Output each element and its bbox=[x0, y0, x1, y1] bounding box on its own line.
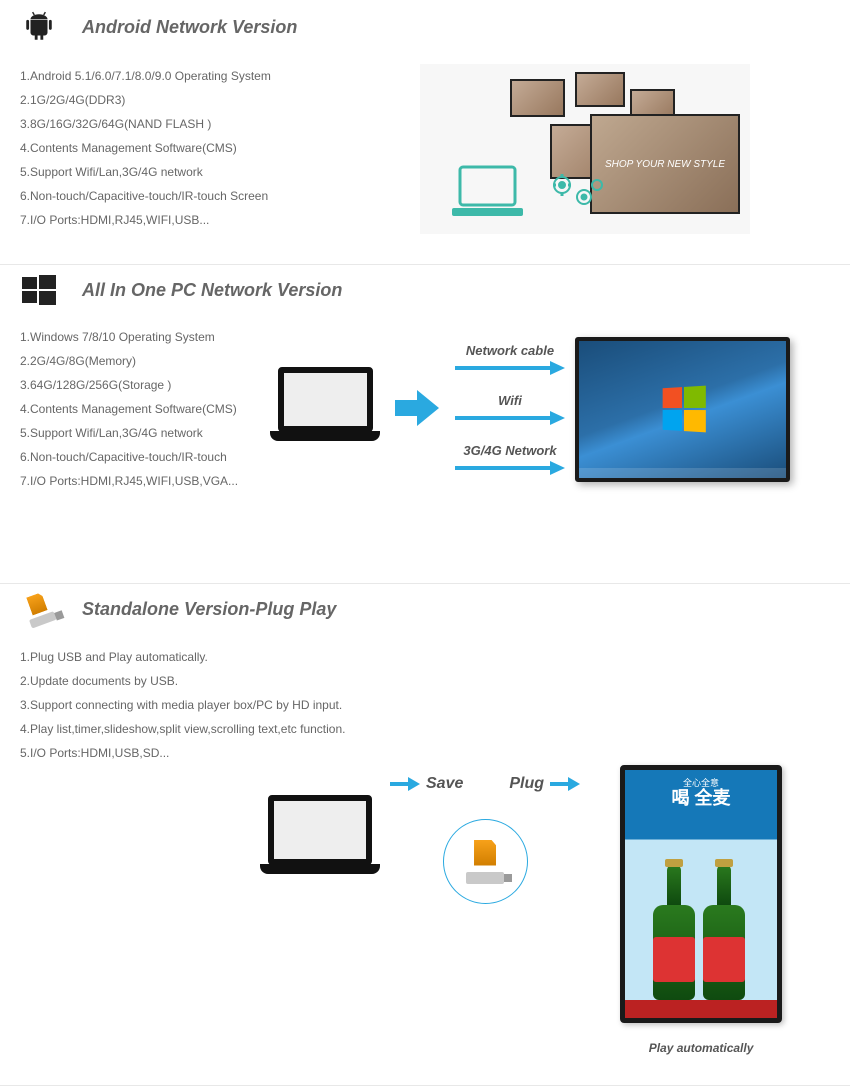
signage-title: 喝 全麦 bbox=[625, 784, 777, 810]
arrow-right-icon bbox=[550, 777, 580, 791]
feature-item: 4.Contents Management Software(CMS) bbox=[20, 397, 260, 421]
section-title: All In One PC Network Version bbox=[82, 280, 342, 301]
cms-illustration: SHOP YOUR NEW STYLE bbox=[420, 64, 750, 234]
plug-label: Plug bbox=[509, 775, 544, 793]
feature-item: 7.I/O Ports:HDMI,RJ45,WIFI,USB,VGA... bbox=[20, 469, 260, 493]
network-types: Network cable Wifi 3G/4G Network bbox=[455, 343, 565, 475]
network-label: Wifi bbox=[498, 393, 522, 408]
feature-item: 2.2G/4G/8G(Memory) bbox=[20, 349, 260, 373]
network-cable: Network cable bbox=[455, 343, 565, 375]
usb-stick-icon bbox=[466, 872, 504, 884]
signage-display-icon: 全心全意 喝 全麦 bbox=[620, 765, 782, 1023]
windows-logo-icon bbox=[662, 386, 705, 433]
feature-item: 5.Support Wifi/Lan,3G/4G network bbox=[20, 421, 260, 445]
feature-item: 5.Support Wifi/Lan,3G/4G network bbox=[20, 160, 400, 184]
laptop-icon bbox=[450, 164, 525, 219]
arrow-right-icon bbox=[395, 388, 440, 431]
feature-item: 1.Android 5.1/6.0/7.1/8.0/9.0 Operating … bbox=[20, 64, 400, 88]
section-pc: All In One PC Network Version 1.Windows … bbox=[0, 265, 850, 584]
feature-item: 2.1G/2G/4G(DDR3) bbox=[20, 88, 400, 112]
content-row: 1.Android 5.1/6.0/7.1/8.0/9.0 Operating … bbox=[20, 64, 830, 234]
section-title: Android Network Version bbox=[82, 17, 297, 38]
bottle-icon bbox=[653, 860, 695, 1000]
feature-item: 6.Non-touch/Capacitive-touch/IR-touch bbox=[20, 445, 260, 469]
arrow-right-icon bbox=[455, 361, 565, 375]
display-panel-icon: SHOP YOUR NEW STYLE bbox=[590, 114, 740, 214]
content-row: 1.Windows 7/8/10 Operating System 2.2G/4… bbox=[20, 325, 830, 493]
section-android: Android Network Version 1.Android 5.1/6.… bbox=[0, 0, 850, 265]
save-label: Save bbox=[426, 775, 463, 793]
feature-item: 3.8G/16G/32G/64G(NAND FLASH ) bbox=[20, 112, 400, 136]
flow-diagram: Save Plug bbox=[260, 775, 580, 904]
network-label: Network cable bbox=[466, 343, 554, 358]
feature-item: 6.Non-touch/Capacitive-touch/IR-touch Sc… bbox=[20, 184, 400, 208]
android-icon bbox=[20, 10, 58, 44]
windows-icon bbox=[20, 275, 58, 305]
arrow-right-icon bbox=[390, 777, 420, 791]
illus-caption: SHOP YOUR NEW STYLE bbox=[605, 159, 725, 170]
feature-list: 1.Plug USB and Play automatically. 2.Upd… bbox=[20, 645, 830, 765]
laptop-icon bbox=[260, 795, 380, 885]
feature-item: 1.Windows 7/8/10 Operating System bbox=[20, 325, 260, 349]
feature-item: 4.Play list,timer,slideshow,split view,s… bbox=[20, 717, 830, 741]
arrow-right-icon bbox=[455, 411, 565, 425]
gear-icon bbox=[550, 171, 605, 214]
bottle-icon bbox=[703, 860, 745, 1000]
pc-display-icon bbox=[575, 337, 790, 482]
laptop-icon bbox=[270, 367, 380, 452]
feature-item: 3.64G/128G/256G(Storage ) bbox=[20, 373, 260, 397]
feature-item: 7.I/O Ports:HDMI,RJ45,WIFI,USB... bbox=[20, 208, 400, 232]
footer-strip bbox=[625, 1000, 777, 1018]
feature-list: 1.Windows 7/8/10 Operating System 2.2G/4… bbox=[20, 325, 260, 493]
sd-usb-icon bbox=[16, 588, 62, 630]
section-header: Standalone Version-Plug Play bbox=[20, 594, 830, 625]
feature-item: 1.Plug USB and Play automatically. bbox=[20, 645, 830, 669]
section-title: Standalone Version-Plug Play bbox=[82, 599, 336, 620]
network-label: 3G/4G Network bbox=[463, 443, 556, 458]
network-wifi: Wifi bbox=[455, 393, 565, 425]
feature-item: 4.Contents Management Software(CMS) bbox=[20, 136, 400, 160]
feature-item: 2.Update documents by USB. bbox=[20, 669, 830, 693]
play-auto-label: Play automatically bbox=[620, 1041, 782, 1055]
thumbnail-icon bbox=[510, 79, 565, 117]
section-header: Android Network Version bbox=[20, 10, 830, 44]
section-header: All In One PC Network Version bbox=[20, 275, 830, 305]
taskbar-icon bbox=[579, 468, 786, 478]
thumbnail-icon bbox=[575, 72, 625, 107]
storage-media-icon bbox=[443, 819, 528, 904]
sd-card-icon bbox=[474, 840, 496, 866]
feature-list: 1.Android 5.1/6.0/7.1/8.0/9.0 Operating … bbox=[20, 64, 400, 232]
feature-item: 5.I/O Ports:HDMI,USB,SD... bbox=[20, 741, 830, 765]
section-standalone: Standalone Version-Plug Play 1.Plug USB … bbox=[0, 584, 850, 1086]
arrow-right-icon bbox=[455, 461, 565, 475]
feature-item: 3.Support connecting with media player b… bbox=[20, 693, 830, 717]
network-mobile: 3G/4G Network bbox=[455, 443, 565, 475]
